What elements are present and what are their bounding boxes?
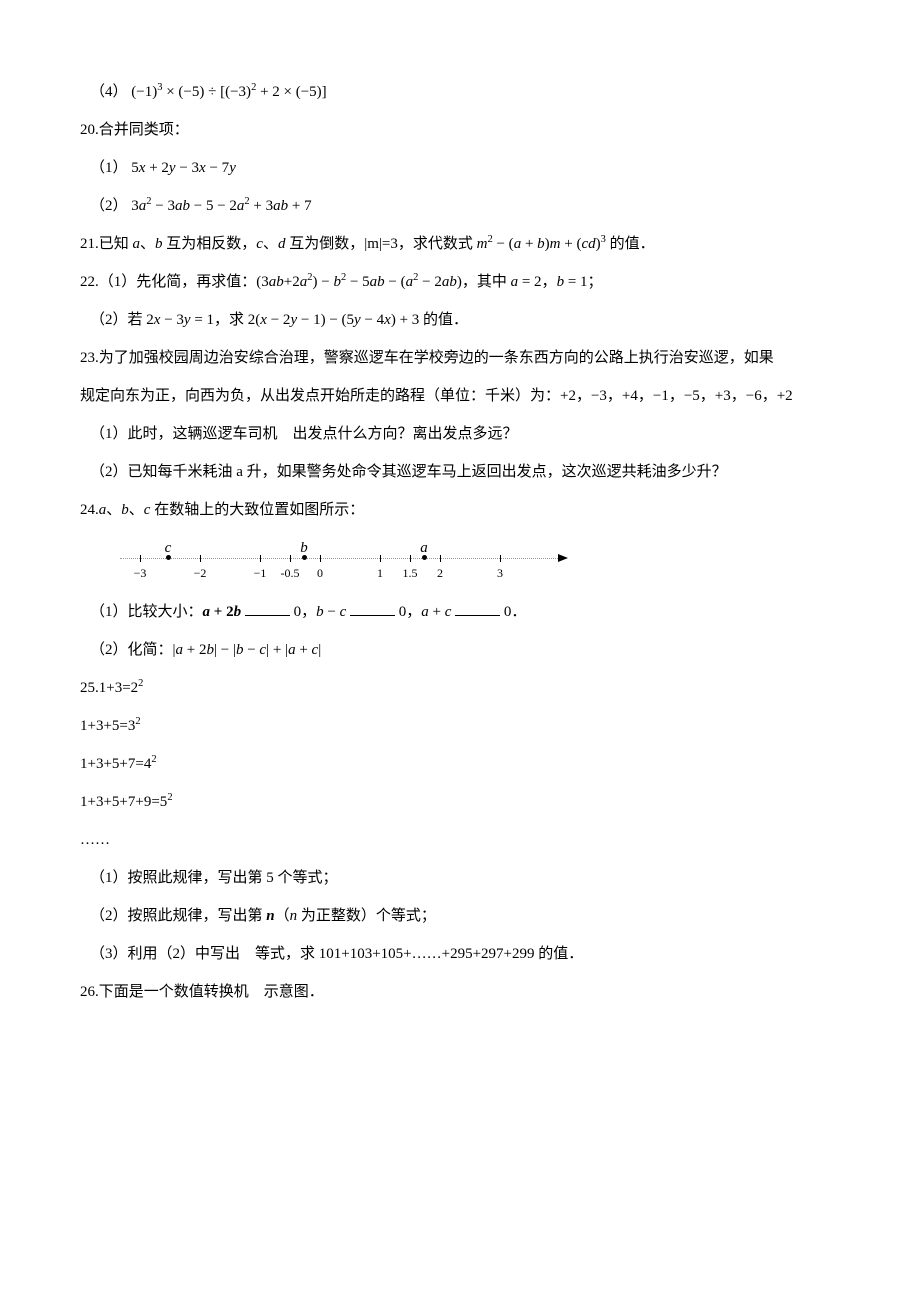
q25-line4: 1+3+5+7+9=52	[80, 790, 840, 814]
q25-line3: 1+3+5+7=42	[80, 752, 840, 776]
point-label: a	[420, 536, 428, 560]
number-line-diagram: −3−2−1-0.5011.523cba	[120, 542, 580, 580]
tick-label: 2	[437, 564, 443, 583]
tick	[440, 555, 441, 562]
q24-p1-end: 0．	[504, 604, 527, 620]
q24-p1-b: 0，b − c	[294, 604, 350, 620]
point-label: b	[300, 536, 308, 560]
tick	[500, 555, 501, 562]
q23-part1: （1）此时，这辆巡逻车司机 出发点什么方向？离出发点多远？	[80, 422, 840, 446]
point-label: c	[165, 536, 172, 560]
q23-line1: 23.为了加强校园周边治安综合治理，警察巡逻车在学校旁边的一条东西方向的公路上执…	[80, 346, 840, 370]
tick-label: 3	[497, 564, 503, 583]
tick	[140, 555, 141, 562]
tick	[260, 555, 261, 562]
number-line-axis	[120, 558, 560, 559]
blank-3	[455, 615, 500, 616]
tick-label: −1	[254, 564, 267, 583]
q22-part2: （2）若 2x − 3y = 1，求 2(x − 2y − 1) − (5y −…	[80, 308, 840, 332]
q25-line2: 1+3+5=32	[80, 714, 840, 738]
q24-heading: 24.a、b、c 在数轴上的大致位置如图所示：	[80, 498, 840, 522]
q19-part4: （4） (−1)3 × (−5) ÷ [(−3)2 + 2 × (−5)]	[80, 80, 840, 104]
q24-p1-c: 0，a + c	[399, 604, 455, 620]
q25-line1: 25.1+3=22	[80, 676, 840, 700]
tick	[380, 555, 381, 562]
tick-label: −2	[194, 564, 207, 583]
q20-part1: （1） 5x + 2y − 3x − 7y	[80, 156, 840, 180]
q23-part2: （2）已知每千米耗油 a 升，如果警务处命令其巡逻车马上返回出发点，这次巡逻共耗…	[80, 460, 840, 484]
tick-label: 0	[317, 564, 323, 583]
q24-part1: （1）比较大小：a + 2b 0，b − c 0，a + c 0．	[80, 600, 840, 624]
q25-part3: （3）利用（2）中写出 等式，求 101+103+105+……+295+297+…	[80, 942, 840, 966]
tick-label: 1.5	[403, 564, 418, 583]
blank-1	[245, 615, 290, 616]
q23-line2: 规定向东为正，向西为负，从出发点开始所走的路程（单位：千米）为：+2，−3，+4…	[80, 384, 840, 408]
tick	[200, 555, 201, 562]
q20-p2-label: （2）	[90, 198, 128, 214]
tick-label: -0.5	[281, 564, 300, 583]
q20-p1-expr: 5x + 2y − 3x − 7y	[131, 160, 236, 176]
q24-p1-a: （1）比较大小：a + 2b	[90, 604, 245, 620]
q26: 26.下面是一个数值转换机 示意图．	[80, 980, 840, 1004]
q24-part2: （2）化简：|a + 2b| − |b − c| + |a + c|	[80, 638, 840, 662]
q21: 21.已知 a、b 互为相反数，c、d 互为倒数，|m|=3，求代数式 m2 −…	[80, 232, 840, 256]
number-line-arrow-icon	[558, 554, 568, 562]
q20-p2-expr: 3a2 − 3ab − 5 − 2a2 + 3ab + 7	[131, 198, 311, 214]
tick-label: −3	[134, 564, 147, 583]
q19-4-expr: (−1)3 × (−5) ÷ [(−3)2 + 2 × (−5)]	[131, 84, 326, 100]
q20-heading: 20.合并同类项：	[80, 118, 840, 142]
tick-label: 1	[377, 564, 383, 583]
tick	[320, 555, 321, 562]
tick	[410, 555, 411, 562]
blank-2	[350, 615, 395, 616]
q20-p1-label: （1）	[90, 160, 128, 176]
q25-dots: ……	[80, 828, 840, 852]
tick	[290, 555, 291, 562]
q19-4-label: （4）	[90, 84, 128, 100]
q25-part2: （2）按照此规律，写出第 n（n 为正整数）个等式；	[80, 904, 840, 928]
q22-part1: 22.（1）先化简，再求值：(3ab+2a2) − b2 − 5ab − (a2…	[80, 270, 840, 294]
q20-part2: （2） 3a2 − 3ab − 5 − 2a2 + 3ab + 7	[80, 194, 840, 218]
q25-part1: （1）按照此规律，写出第 5 个等式；	[80, 866, 840, 890]
